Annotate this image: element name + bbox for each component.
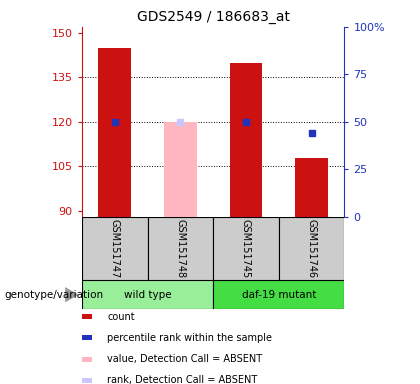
Title: GDS2549 / 186683_at: GDS2549 / 186683_at [136, 10, 290, 25]
Bar [98, 48, 131, 217]
FancyBboxPatch shape [213, 217, 279, 280]
Bar [230, 63, 262, 217]
Text: GSM151746: GSM151746 [307, 219, 317, 278]
Text: GSM151747: GSM151747 [110, 219, 120, 278]
FancyBboxPatch shape [279, 217, 344, 280]
Text: rank, Detection Call = ABSENT: rank, Detection Call = ABSENT [107, 375, 257, 384]
Text: value, Detection Call = ABSENT: value, Detection Call = ABSENT [107, 354, 262, 364]
Text: count: count [107, 312, 135, 322]
Text: percentile rank within the sample: percentile rank within the sample [107, 333, 272, 343]
Bar [164, 122, 197, 217]
FancyBboxPatch shape [82, 217, 147, 280]
FancyBboxPatch shape [213, 280, 344, 309]
Text: genotype/variation: genotype/variation [4, 290, 103, 300]
Text: GSM151748: GSM151748 [175, 219, 185, 278]
Polygon shape [65, 287, 79, 303]
Text: GSM151745: GSM151745 [241, 219, 251, 278]
Text: wild type: wild type [124, 290, 171, 300]
Bar [295, 157, 328, 217]
FancyBboxPatch shape [82, 280, 213, 309]
Text: daf-19 mutant: daf-19 mutant [241, 290, 316, 300]
FancyBboxPatch shape [147, 217, 213, 280]
